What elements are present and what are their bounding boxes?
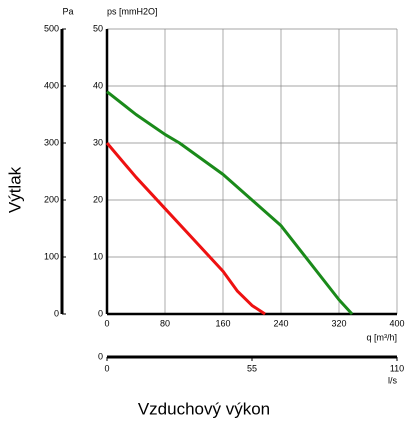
x2-tick-label: 55 (247, 363, 257, 373)
pa-unit-label: Pa (62, 6, 73, 16)
curve (106, 90, 354, 316)
y-tick-label: 50 (93, 23, 103, 33)
x-tick-label: 400 (389, 318, 404, 328)
curve (105, 142, 266, 316)
pa-tick-label: 100 (44, 251, 59, 261)
x-axis-title: Vzduchový výkon (138, 399, 270, 418)
y-tick-label: 0 (98, 308, 103, 318)
x2-tick-label: 110 (390, 363, 404, 373)
pa-tick-label: 500 (44, 23, 59, 33)
y-axis-title: Výtlak (5, 166, 24, 213)
y-unit-label: ps [mmH2O] (107, 6, 158, 16)
x2-origin-label: 0 (98, 351, 103, 361)
y-tick-label: 10 (93, 251, 103, 261)
pa-tick-label: 200 (44, 194, 59, 204)
y-tick-label: 40 (93, 80, 103, 90)
x-unit-label: q [m³/h] (366, 332, 397, 342)
x-tick-label: 80 (160, 318, 170, 328)
pa-tick-label: 400 (44, 80, 59, 90)
pa-tick-label: 0 (54, 308, 59, 318)
x2-unit-label: l/s (388, 375, 398, 385)
y-tick-label: 20 (93, 194, 103, 204)
x-tick-label: 240 (273, 318, 288, 328)
x-tick-label: 320 (331, 318, 346, 328)
x2-tick-label: 0 (104, 363, 109, 373)
y-tick-label: 30 (93, 137, 103, 147)
pa-tick-label: 300 (44, 137, 59, 147)
x-tick-label: 160 (215, 318, 230, 328)
x-tick-label: 0 (104, 318, 109, 328)
